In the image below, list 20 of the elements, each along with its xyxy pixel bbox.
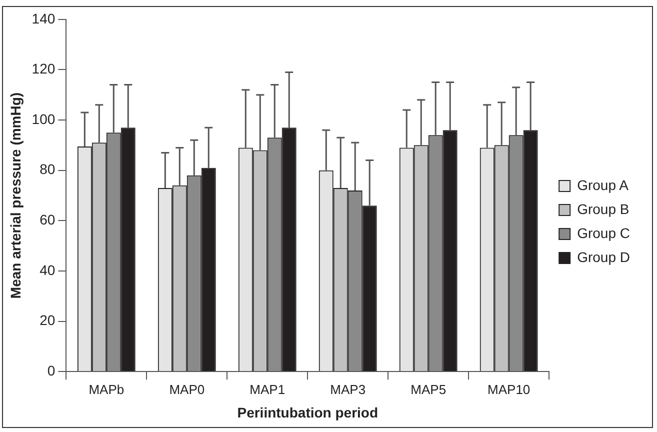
- x-tick-label: MAP0: [169, 382, 205, 397]
- y-tick-label: 60: [40, 212, 56, 228]
- legend-label: Group C: [577, 224, 630, 241]
- y-axis-title: Mean arterial pressure (mmHg): [7, 92, 24, 299]
- x-tick-label: MAP10: [488, 382, 530, 397]
- x-axis-title: Periintubation period: [237, 404, 378, 420]
- y-tick-label: 120: [32, 60, 56, 77]
- x-tick-label: MAPb: [88, 382, 124, 397]
- y-tick-label: 0: [47, 362, 56, 378]
- legend-label: Group A: [577, 176, 630, 193]
- y-tick-label: 140: [32, 10, 56, 26]
- y-tick-label: 100: [32, 110, 56, 127]
- y-tick-label: 20: [40, 312, 56, 328]
- legend-label: Group D: [577, 248, 630, 265]
- x-tick-label: MAP5: [410, 382, 446, 397]
- y-tick-label: 40: [40, 262, 56, 278]
- x-tick-label: MAP3: [330, 382, 366, 397]
- legend-label: Group B: [577, 200, 630, 217]
- x-tick-label: MAP1: [250, 382, 286, 397]
- y-tick-label: 80: [40, 161, 56, 178]
